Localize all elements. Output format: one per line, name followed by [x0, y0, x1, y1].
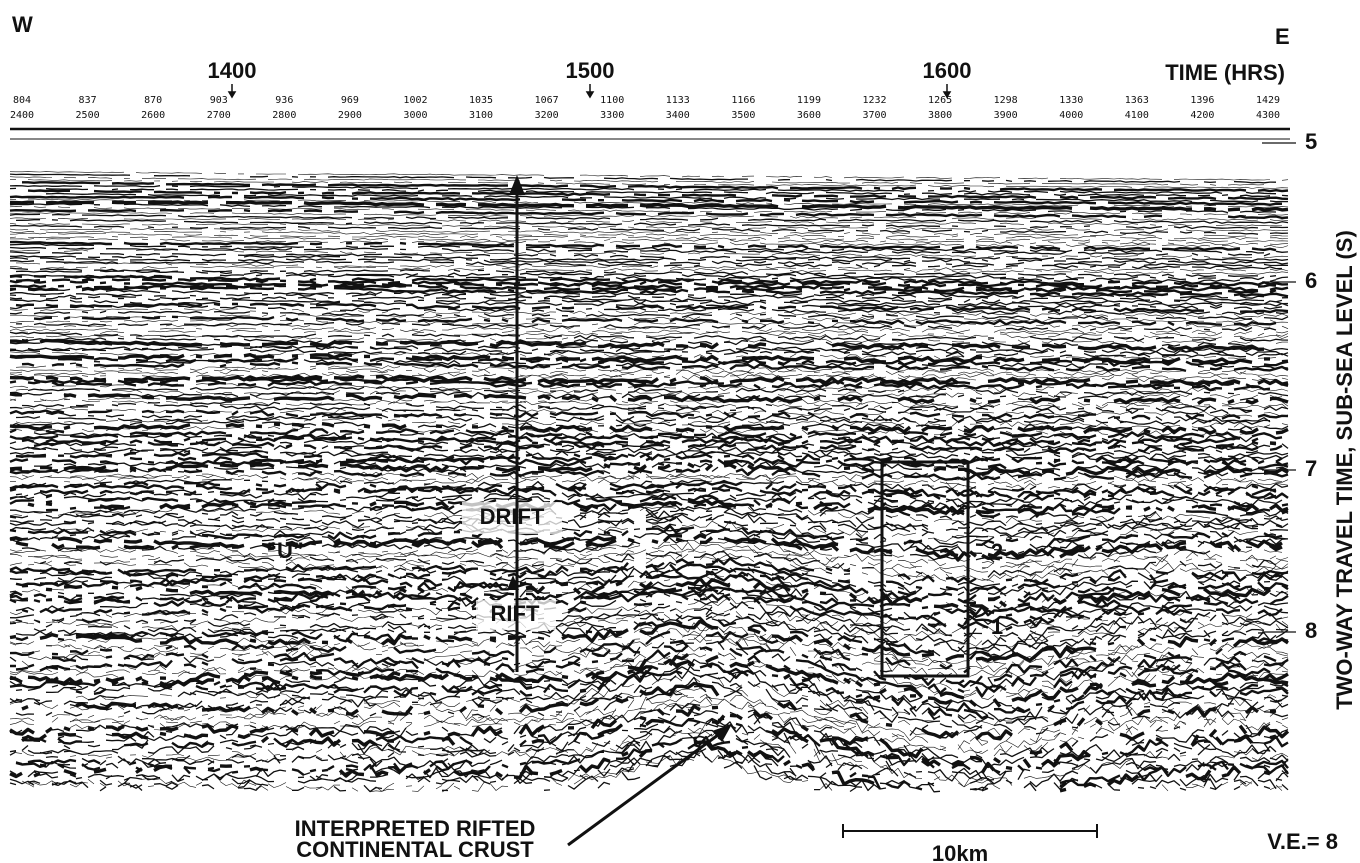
time-label: 1400	[208, 58, 257, 83]
depth-tick-label: 6	[1305, 268, 1317, 293]
box-label: 2	[991, 539, 1003, 564]
cdp-label: 1265	[928, 95, 952, 106]
cdp-label: 1298	[994, 95, 1018, 106]
time-arrows	[227, 84, 952, 99]
reflection-group	[9, 171, 1289, 793]
cdp-label: 969	[341, 95, 359, 106]
shot-label: 4000	[1059, 110, 1083, 121]
shot-label: 3700	[862, 110, 886, 121]
seismic-reflections	[9, 171, 1290, 793]
rift-label: RIFT	[491, 601, 540, 626]
cdp-label: 1035	[469, 95, 493, 106]
cdp-label: 903	[210, 95, 228, 106]
unconformity-label: “U”	[266, 538, 304, 563]
highlight-box	[880, 460, 970, 678]
shot-label: 2800	[272, 110, 296, 121]
shot-label: 3400	[666, 110, 690, 121]
cdp-label: 1166	[731, 95, 755, 106]
cdp-label: 870	[144, 95, 162, 106]
cdp-label: 804	[13, 95, 31, 106]
shot-label: 4300	[1256, 110, 1280, 121]
shot-label: 3100	[469, 110, 493, 121]
time-axis-title: TIME (HRS)	[1165, 60, 1285, 85]
shot-label: 2600	[141, 110, 165, 121]
shot-label: 3500	[731, 110, 755, 121]
east-label: E	[1275, 24, 1290, 49]
cdp-label: 1133	[666, 95, 690, 106]
cdp-label: 1199	[797, 95, 821, 106]
vertical-exaggeration: V.E.= 8	[1267, 829, 1338, 854]
shot-label: 3000	[403, 110, 427, 121]
shot-label: 4100	[1125, 110, 1149, 121]
depth-tick-label: 7	[1305, 456, 1317, 481]
shot-label: 2700	[207, 110, 231, 121]
shot-label: 2400	[10, 110, 34, 121]
label-backdrop	[462, 502, 562, 534]
time-label: 1500	[566, 58, 615, 83]
west-label: W	[12, 12, 33, 37]
cdp-label: 936	[275, 95, 293, 106]
callout-text: CONTINENTAL CRUST	[296, 837, 534, 862]
drift-label: DRIFT	[480, 504, 545, 529]
cdp-label: 1002	[403, 95, 427, 106]
cdp-label: 1363	[1125, 95, 1149, 106]
axis-panel	[1292, 130, 1360, 810]
scale-bar-label: 10km	[932, 841, 988, 863]
depth-axis-title: TWO-WAY TRAVEL TIME, SUB-SEA LEVEL (S)	[1332, 230, 1357, 710]
scale-bar	[842, 824, 1098, 838]
shot-label: 2500	[76, 110, 100, 121]
shot-label: 3900	[994, 110, 1018, 121]
time-label: 1600	[923, 58, 972, 83]
shot-label: 3800	[928, 110, 952, 121]
reflection-group	[9, 200, 1290, 793]
box-label: 1	[991, 614, 1003, 639]
cdp-label: 1100	[600, 95, 624, 106]
reflection-group	[9, 173, 1289, 793]
callout-text: INTERPRETED RIFTED	[295, 816, 536, 841]
cdp-label: 1330	[1059, 95, 1083, 106]
shot-label: 4200	[1190, 110, 1214, 121]
reflection-group	[9, 181, 1289, 791]
shot-label: 3300	[600, 110, 624, 121]
callout-arrow	[567, 724, 732, 847]
cdp-label: 1396	[1190, 95, 1214, 106]
drift-arrow	[507, 175, 525, 672]
cdp-label: 1232	[862, 95, 886, 106]
shot-label: 3200	[535, 110, 559, 121]
cdp-label: 1067	[535, 95, 559, 106]
shot-label: 3600	[797, 110, 821, 121]
shot-label: 2900	[338, 110, 362, 121]
cdp-label: 1429	[1256, 95, 1280, 106]
cdp-label: 837	[79, 95, 97, 106]
depth-tick-label: 5	[1305, 129, 1317, 154]
depth-tick-label: 8	[1305, 618, 1317, 643]
